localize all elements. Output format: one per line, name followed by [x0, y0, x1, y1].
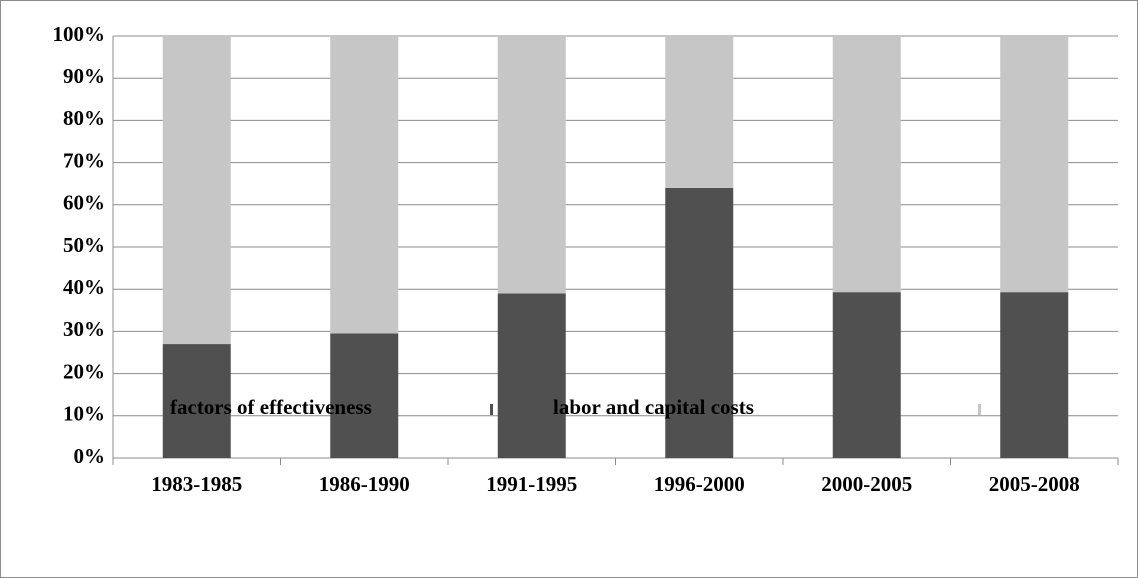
y-tick-label: 60% [63, 191, 105, 215]
x-tick-label: 1983-1985 [151, 472, 242, 496]
x-tick-label: 2005-2008 [989, 472, 1080, 496]
bar-segment [330, 333, 399, 458]
y-tick-label: 20% [63, 359, 105, 383]
bar-segment [1000, 292, 1069, 458]
y-tick-label: 40% [63, 275, 105, 299]
y-tick-label: 10% [63, 402, 105, 426]
legend-label: labor and capital costs [553, 395, 754, 419]
y-tick-label: 0% [74, 444, 106, 468]
bar-segment [162, 344, 231, 458]
y-tick-label: 30% [63, 317, 105, 341]
x-tick-label: 1996-2000 [654, 472, 745, 496]
x-tick-label: 1991-1995 [486, 472, 577, 496]
y-tick-label: 100% [53, 22, 106, 46]
bar-segment [497, 36, 566, 294]
legend-swatch [490, 404, 493, 415]
x-tick-label: 2000-2005 [821, 472, 912, 496]
bar-segment [665, 36, 734, 188]
y-tick-label: 50% [63, 233, 105, 257]
legend-label: factors of effectiveness [170, 395, 372, 419]
x-tick-label: 1986-1990 [319, 472, 410, 496]
bar-segment [162, 36, 231, 345]
bar-segment [1000, 36, 1069, 293]
y-tick-label: 90% [63, 64, 105, 88]
bar-segment [832, 36, 901, 293]
bar-segment [832, 292, 901, 458]
y-tick-label: 80% [63, 106, 105, 130]
bar-segment [330, 36, 399, 334]
legend-swatch [978, 404, 981, 415]
bar-segment [665, 187, 734, 459]
y-tick-label: 70% [63, 148, 105, 172]
bar-segment [497, 293, 566, 458]
